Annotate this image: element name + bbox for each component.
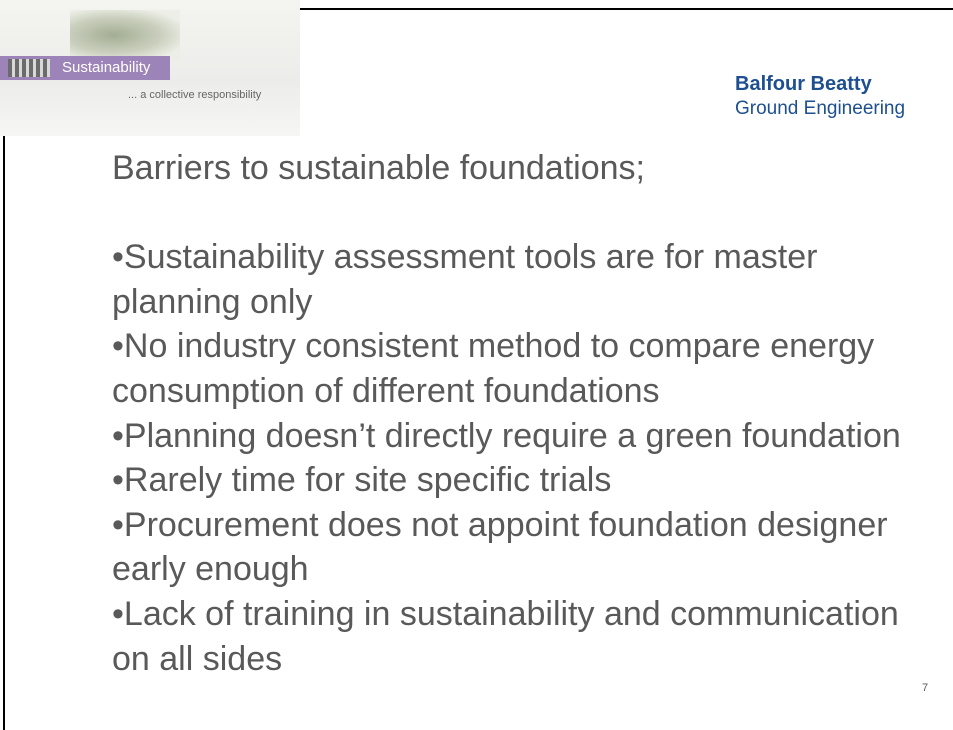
bullet: Planning doesn’t directly require a gree…: [112, 414, 912, 459]
bullet: Rarely time for site specific trials: [112, 458, 912, 503]
bullet: Procurement does not appoint foundation …: [112, 503, 912, 592]
bullet: Lack of training in sustainability and c…: [112, 592, 912, 681]
logo-map: [70, 10, 180, 60]
bullet: Sustainability assessment tools are for …: [112, 235, 912, 324]
slide: Sustainability ... a collective responsi…: [0, 0, 953, 718]
logo-title: Sustainability: [0, 56, 170, 80]
division-name: Ground Engineering: [735, 98, 912, 120]
content: Barriers to sustainable foundations; Sus…: [112, 146, 912, 681]
slide-title: Barriers to sustainable foundations;: [112, 146, 912, 191]
logo: Sustainability ... a collective responsi…: [0, 0, 300, 136]
logo-subtitle: ... a collective responsibility: [128, 89, 261, 101]
company-name: Balfour Beatty: [735, 73, 872, 96]
page-number: 7: [922, 682, 928, 694]
bullet: No industry consistent method to compare…: [112, 324, 912, 413]
